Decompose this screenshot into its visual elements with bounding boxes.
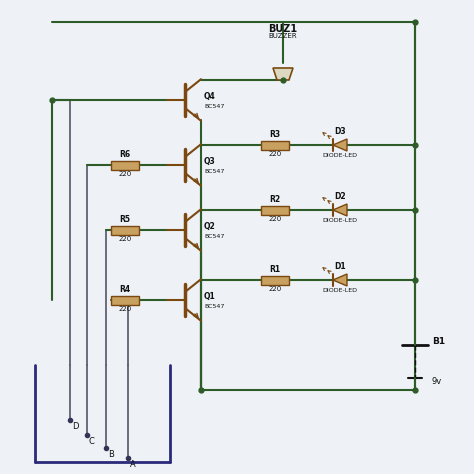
Bar bbox=[111, 226, 139, 235]
Text: C: C bbox=[89, 437, 95, 446]
Text: 220: 220 bbox=[118, 171, 132, 177]
Text: BC547: BC547 bbox=[204, 168, 224, 173]
Polygon shape bbox=[273, 68, 293, 80]
Text: R5: R5 bbox=[119, 215, 130, 224]
Text: D1: D1 bbox=[334, 262, 346, 271]
Text: BC547: BC547 bbox=[204, 234, 224, 238]
Text: R1: R1 bbox=[269, 265, 281, 274]
Text: BUZ1: BUZ1 bbox=[268, 24, 298, 34]
Text: 220: 220 bbox=[118, 236, 132, 242]
Text: B1: B1 bbox=[432, 337, 445, 346]
Text: Q3: Q3 bbox=[204, 156, 216, 165]
Bar bbox=[111, 295, 139, 304]
Text: 220: 220 bbox=[118, 306, 132, 312]
Bar bbox=[261, 275, 289, 284]
Text: 220: 220 bbox=[268, 216, 282, 222]
Polygon shape bbox=[333, 139, 347, 151]
Text: R3: R3 bbox=[269, 130, 281, 139]
Text: 220: 220 bbox=[268, 286, 282, 292]
Text: R6: R6 bbox=[119, 150, 130, 159]
Text: D3: D3 bbox=[334, 127, 346, 136]
Bar bbox=[261, 140, 289, 149]
Polygon shape bbox=[333, 274, 347, 286]
Text: DIODE-LED: DIODE-LED bbox=[322, 153, 357, 158]
Text: R2: R2 bbox=[269, 195, 281, 204]
Text: D2: D2 bbox=[334, 192, 346, 201]
Text: BC547: BC547 bbox=[204, 303, 224, 309]
Text: Q1: Q1 bbox=[204, 292, 216, 301]
Text: DIODE-LED: DIODE-LED bbox=[322, 288, 357, 293]
Text: D: D bbox=[72, 422, 79, 431]
Text: BC547: BC547 bbox=[204, 103, 224, 109]
Bar bbox=[111, 161, 139, 170]
Polygon shape bbox=[333, 204, 347, 216]
Text: Q4: Q4 bbox=[204, 91, 216, 100]
Text: 9v: 9v bbox=[432, 377, 442, 386]
Bar bbox=[261, 206, 289, 215]
Text: BUZZER: BUZZER bbox=[269, 33, 297, 39]
Text: B: B bbox=[108, 450, 114, 459]
Text: DIODE-LED: DIODE-LED bbox=[322, 218, 357, 223]
Text: 220: 220 bbox=[268, 151, 282, 157]
Text: R4: R4 bbox=[119, 285, 130, 294]
Text: A: A bbox=[130, 460, 136, 469]
Text: Q2: Q2 bbox=[204, 221, 216, 230]
